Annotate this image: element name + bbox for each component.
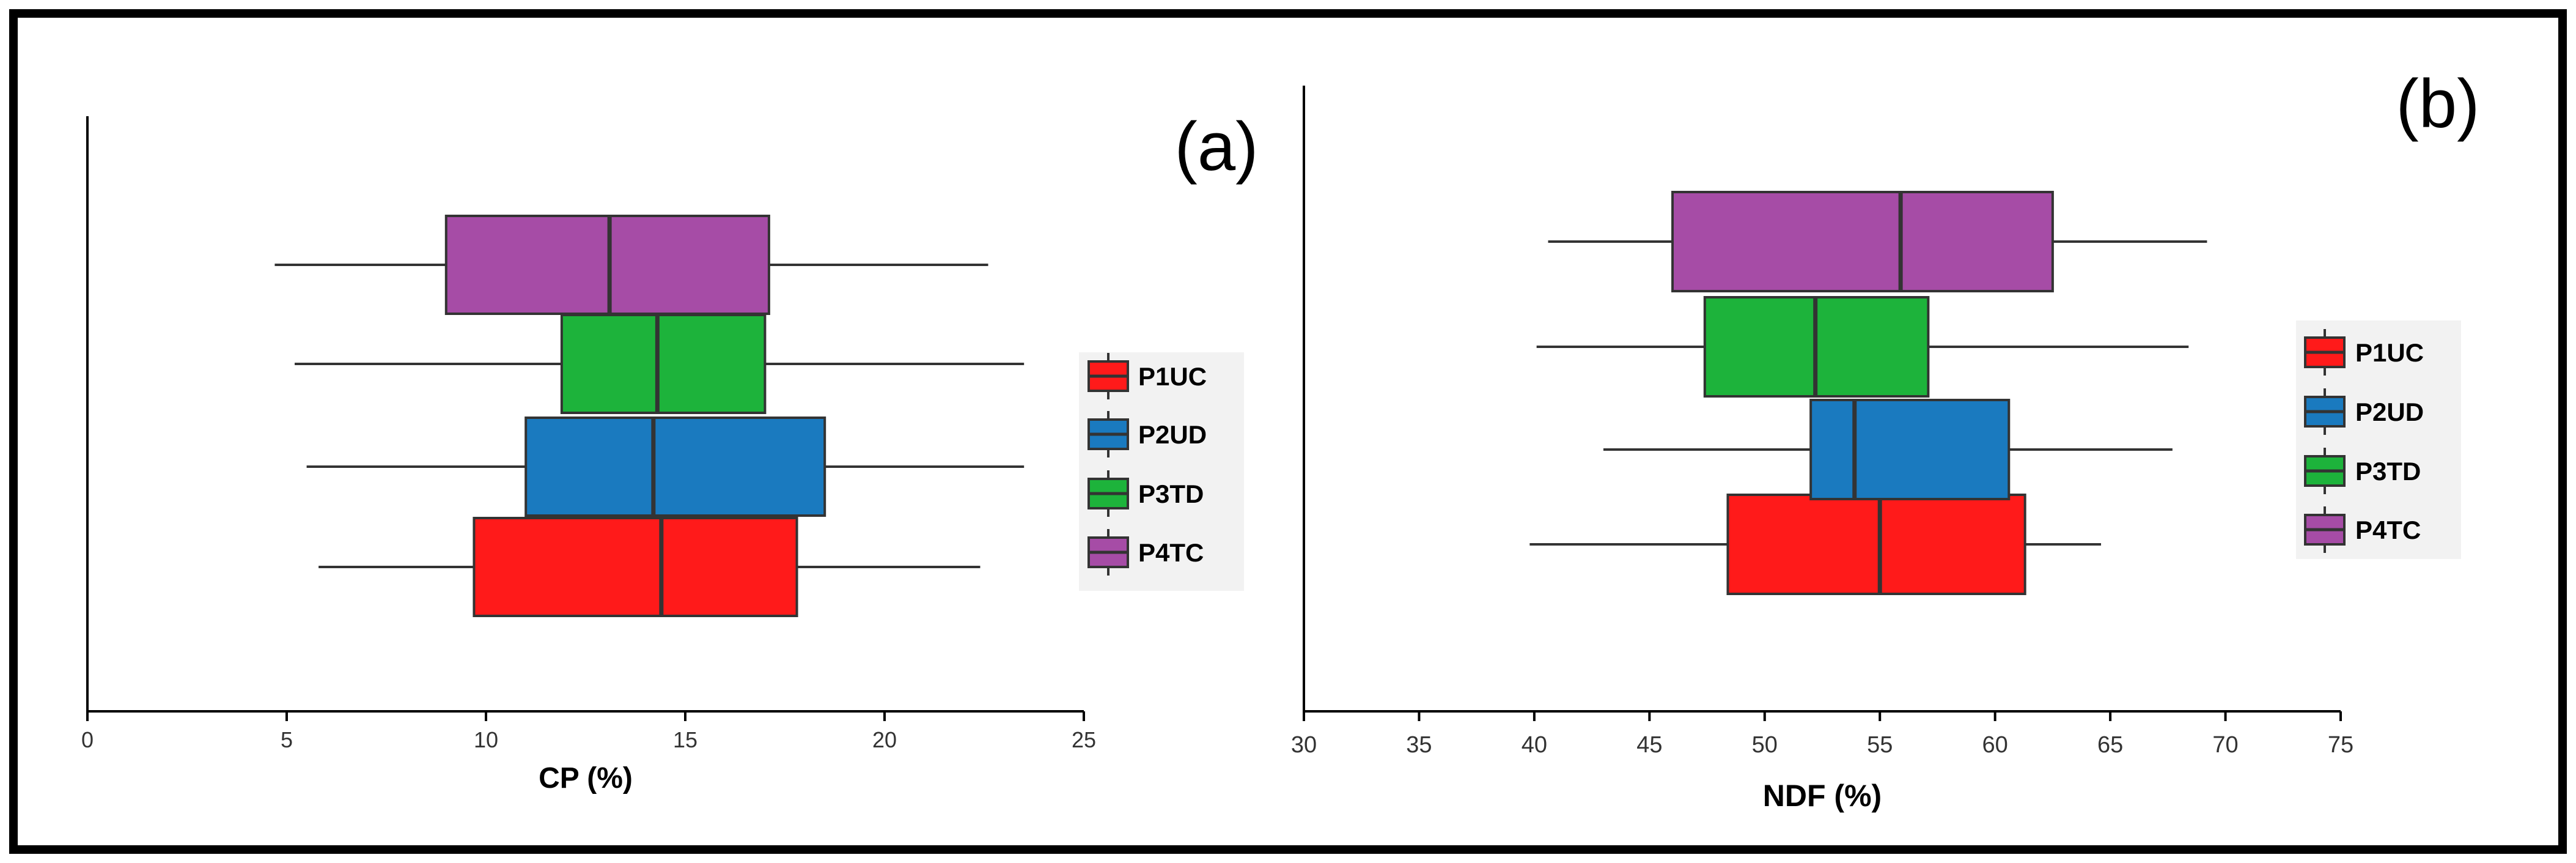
x-tick-label: 60 (1982, 732, 2008, 758)
legend-label: P1UC (2355, 338, 2424, 367)
panel-b: 30 35 40 45 50 55 60 65 70 75 NDF (%) (b) P1UC P2U… (1291, 65, 2480, 813)
legend-label: P1UC (1138, 362, 1207, 391)
x-tick-label: 30 (1291, 732, 1317, 758)
legend-label: P3TD (1138, 480, 1204, 508)
panel-label: (a) (1175, 108, 1259, 185)
x-tick-label: 70 (2212, 732, 2238, 758)
x-tick-label: 45 (1636, 732, 1662, 758)
x-axis-title: NDF (%) (1763, 779, 1882, 813)
x-tick-label: 20 (872, 727, 897, 752)
x-tick-label: 50 (1752, 732, 1778, 758)
legend-label: P4TC (1138, 538, 1204, 567)
x-tick-label: 75 (2328, 732, 2353, 758)
x-tick-label: 15 (673, 727, 697, 752)
box-p2ud (524, 417, 826, 517)
x-ticks: 30 35 40 45 50 55 60 65 70 75 (1291, 711, 2353, 758)
legend-label: P2UD (2355, 398, 2424, 426)
x-tick-label: 65 (2097, 732, 2123, 758)
x-axis-title: CP (%) (539, 762, 633, 794)
x-tick-label: 55 (1867, 732, 1893, 758)
x-tick-label: 0 (81, 727, 94, 752)
legend-label: P3TD (2355, 457, 2421, 486)
legend: P1UC P2UD P3TD P4TC (1079, 352, 1244, 591)
box-p4tc (1671, 191, 2054, 292)
box-p1uc (473, 517, 798, 617)
panel-label: (b) (2396, 65, 2480, 142)
x-tick-label: 5 (281, 727, 293, 752)
x-ticks: 0 5 10 15 20 25 (81, 711, 1096, 752)
figure-border (9, 9, 2567, 854)
x-tick-label: 40 (1522, 732, 1547, 758)
x-tick-label: 10 (474, 727, 498, 752)
boxes (274, 215, 1025, 617)
legend-label: P4TC (2355, 516, 2421, 544)
box-p1uc (1726, 494, 2026, 595)
x-tick-label: 35 (1406, 732, 1432, 758)
box-p3td (560, 314, 767, 414)
boxes (1529, 191, 2207, 595)
panel-a: 0 5 10 15 20 25 CP (%) (a) P1UC P2UD P3TD P4TC (81, 108, 1258, 794)
legend: P1UC P2UD P3TD P4TC (2296, 320, 2461, 559)
legend-label: P2UD (1138, 420, 1207, 449)
x-tick-label: 25 (1072, 727, 1096, 752)
box-p2ud (1809, 399, 2011, 500)
